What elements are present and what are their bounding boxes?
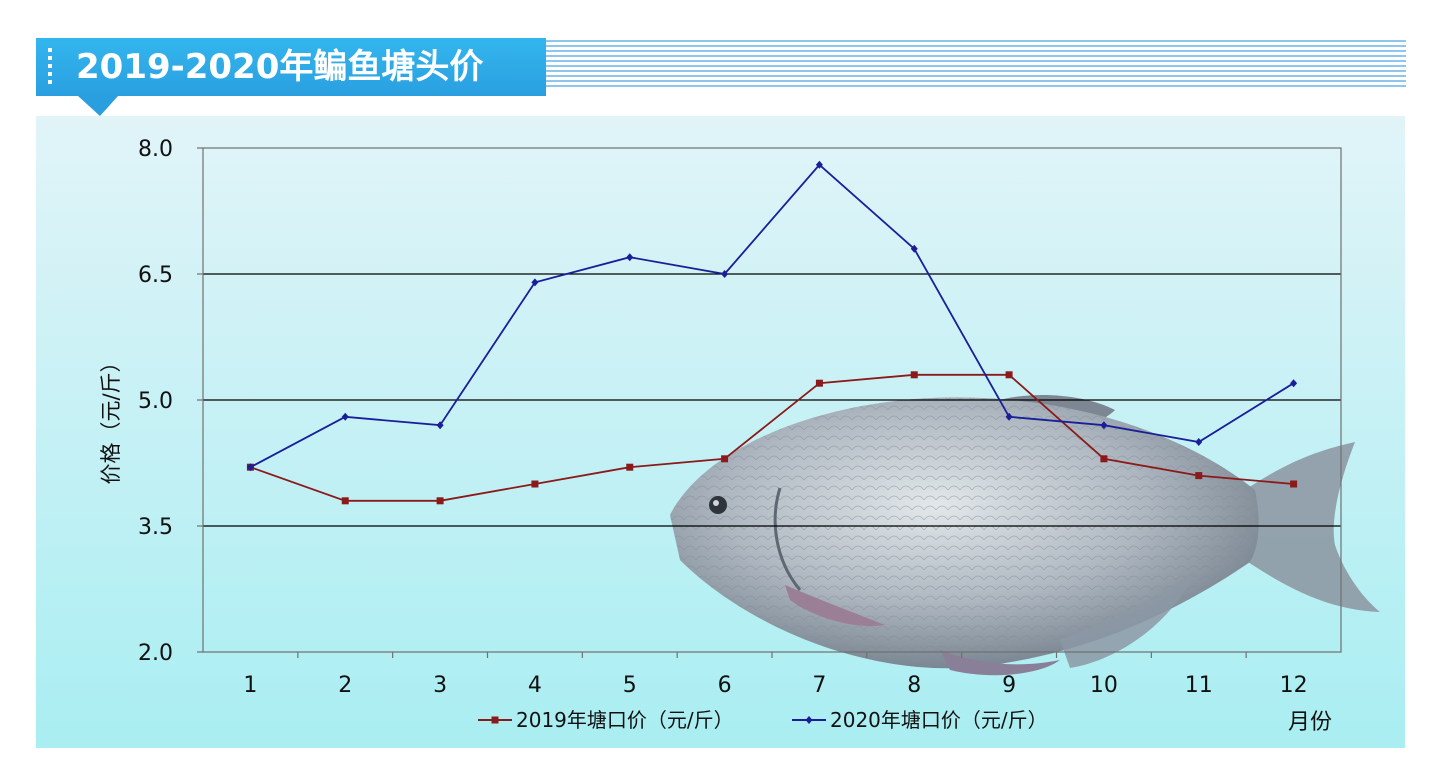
bream-fish-illustration [670, 394, 1380, 676]
x-tick-label: 4 [528, 673, 542, 698]
x-tick-label: 10 [1090, 673, 1118, 698]
y-tick-label: 2.0 [138, 641, 173, 666]
x-tick-label: 3 [433, 673, 447, 698]
data-point [910, 244, 918, 253]
x-tick-label: 2 [338, 673, 352, 698]
data-point [1100, 455, 1108, 463]
data-point [1100, 421, 1108, 430]
data-point [815, 160, 823, 169]
data-point [436, 421, 444, 430]
chart-series [246, 160, 1298, 505]
data-point [1290, 480, 1298, 488]
x-tick-label: 7 [812, 673, 826, 698]
data-point [815, 379, 823, 387]
series-line [250, 373, 1294, 502]
chart-legend: 2019年塘口价（元/斤） 2020年塘口价（元/斤） [478, 708, 1048, 732]
x-tick-label: 11 [1185, 673, 1213, 698]
data-point [1195, 472, 1203, 480]
y-axis-ticks: 2.0 3.5 5.0 6.5 8.0 [138, 137, 203, 666]
data-point [531, 278, 539, 287]
x-tick-label: 1 [243, 673, 257, 698]
legend-marker [805, 716, 813, 724]
data-point [1005, 371, 1013, 379]
data-point [721, 270, 729, 278]
legend-label: 2020年塘口价（元/斤） [830, 708, 1048, 732]
y-tick-label: 5.0 [138, 389, 173, 414]
data-point [910, 371, 918, 379]
data-point [626, 253, 634, 262]
x-axis-label: 月份 [1288, 710, 1332, 735]
x-tick-label: 9 [1002, 673, 1016, 698]
legend-label: 2019年塘口价（元/斤） [516, 708, 734, 732]
x-tick-label: 8 [907, 673, 921, 698]
chart-gridlines [203, 273, 1341, 527]
legend-marker [491, 716, 499, 724]
data-point [531, 480, 539, 488]
chart-panel [36, 116, 1405, 748]
title-banner-tail [78, 96, 118, 116]
y-tick-label: 8.0 [138, 137, 173, 162]
series-line [249, 163, 1295, 468]
y-tick-label: 3.5 [138, 515, 173, 540]
data-point [626, 463, 634, 471]
legend-item-2: 2020年塘口价（元/斤） [792, 708, 1048, 732]
data-point [1290, 379, 1298, 388]
x-tick-label: 6 [718, 673, 732, 698]
data-point [436, 497, 444, 505]
y-tick-label: 6.5 [138, 263, 173, 288]
legend-item-1: 2019年塘口价（元/斤） [478, 708, 734, 732]
x-tick-label: 12 [1280, 673, 1308, 698]
data-point [246, 463, 254, 472]
data-point [1005, 412, 1013, 421]
page-title: 2019-2020年鳊鱼塘头价 [76, 47, 484, 87]
x-tick-label: 5 [623, 673, 637, 698]
data-point [341, 497, 349, 505]
data-point [1195, 438, 1203, 446]
y-axis-label: 价格（元/斤） [99, 351, 123, 484]
x-axis-ticks: 1 2 3 4 5 6 7 8 9 10 11 12 [243, 652, 1308, 698]
title-banner: 2019-2020年鳊鱼塘头价 [36, 38, 546, 96]
data-point [341, 412, 349, 421]
series-2 [246, 160, 1298, 472]
header-stripes-decoration [546, 40, 1406, 90]
title-dots-decoration [48, 48, 52, 86]
data-point [721, 455, 729, 463]
